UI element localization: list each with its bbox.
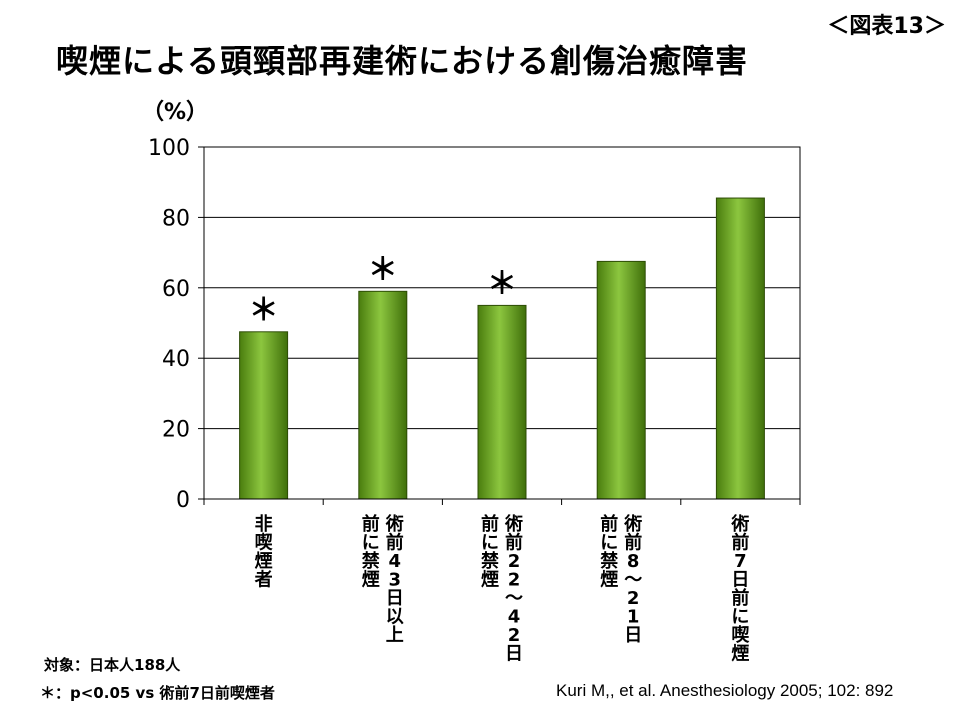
category-label-char: 前 xyxy=(481,513,499,535)
citation: Kuri M,, et al. Anesthesiology 2005; 102… xyxy=(556,681,894,700)
category-label-char: 術 xyxy=(504,513,523,535)
category-label-char: 4 xyxy=(389,551,402,572)
category-label-char: 日 xyxy=(386,588,404,609)
category-label-char: 前 xyxy=(731,532,749,554)
category-label-char: 煙 xyxy=(362,570,380,591)
y-tick-label: 100 xyxy=(148,136,190,161)
axes xyxy=(198,146,801,505)
category-label-char: 喫 xyxy=(731,624,750,646)
category-label-char: 日 xyxy=(624,625,642,646)
category-label-char: 禁 xyxy=(362,550,380,572)
category-label-char: 1 xyxy=(627,607,640,628)
y-tick-label: 40 xyxy=(162,347,190,372)
bar-5 xyxy=(715,197,765,500)
category-label-char: 煙 xyxy=(600,570,618,591)
category-label-char: 非 xyxy=(255,513,273,535)
category-label-char: 上 xyxy=(386,625,404,646)
y-unit-label: （%） xyxy=(142,100,209,125)
significance-mark: ＊ xyxy=(249,293,279,328)
category-label-char: 禁 xyxy=(481,550,499,572)
plot-frame xyxy=(203,146,801,500)
category-label-char: に xyxy=(600,533,618,554)
category-label-char: 禁 xyxy=(600,550,618,572)
category-label-char: 2 xyxy=(508,570,521,591)
category-label-char: 術 xyxy=(623,513,642,535)
category-label-char: 前 xyxy=(624,532,642,554)
category-label-char: 〜 xyxy=(505,588,523,609)
bar-2 xyxy=(358,290,408,500)
subjects-note: 対象：日本人188人 xyxy=(44,656,181,674)
category-label-char: に xyxy=(731,607,749,628)
y-tick-label: 60 xyxy=(162,277,190,302)
category-label-char: 煙 xyxy=(731,644,749,665)
significance-mark: ＊ xyxy=(368,252,398,287)
category-label-char: 前 xyxy=(505,532,523,554)
bar-3 xyxy=(477,304,527,500)
category-label-char: 2 xyxy=(627,588,640,609)
y-tick-label: 80 xyxy=(162,206,190,231)
category-label-char: 8 xyxy=(627,551,640,572)
category-label-char: 日 xyxy=(731,570,749,591)
category-label-char: 前 xyxy=(731,587,749,609)
bars xyxy=(239,197,765,500)
category-label-char: 7 xyxy=(734,551,747,572)
category-label-char: 煙 xyxy=(481,570,499,591)
category-label-char: 前 xyxy=(600,513,618,535)
category-label-char: 煙 xyxy=(255,551,273,572)
labels: 020406080100＊非喫煙者＊術前43日以上前に禁煙＊術前22〜42日前に… xyxy=(148,136,750,665)
category-label-char: 日 xyxy=(505,644,523,665)
category-label-char: に xyxy=(481,533,499,554)
category-label-char: 〜 xyxy=(624,570,642,591)
figure-label: ＜図表13＞ xyxy=(827,14,946,39)
chart-title: 喫煙による頭頸部再建術における創傷治癒障害 xyxy=(56,42,749,80)
category-label-char: 術 xyxy=(385,513,404,535)
category-label-char: 者 xyxy=(254,570,273,591)
category-label-char: 喫 xyxy=(255,532,274,554)
category-label-char: 4 xyxy=(508,607,521,628)
bar-4 xyxy=(596,260,646,500)
y-tick-label: 0 xyxy=(176,488,190,513)
category-label-char: 以 xyxy=(386,607,404,628)
y-tick-label: 20 xyxy=(162,418,190,443)
significance-mark: ＊ xyxy=(487,266,517,301)
category-label-char: 3 xyxy=(389,570,402,591)
category-label-char: 2 xyxy=(508,625,521,646)
category-label-char: 2 xyxy=(508,551,521,572)
category-label-char: 前 xyxy=(362,513,380,535)
category-label-char: に xyxy=(362,533,380,554)
category-label-char: 術 xyxy=(730,513,749,535)
bar-1 xyxy=(239,331,289,500)
category-label-char: 前 xyxy=(386,532,404,554)
significance-note: ＊：p<0.05 vs 術前7日前喫煙者 xyxy=(40,684,275,702)
